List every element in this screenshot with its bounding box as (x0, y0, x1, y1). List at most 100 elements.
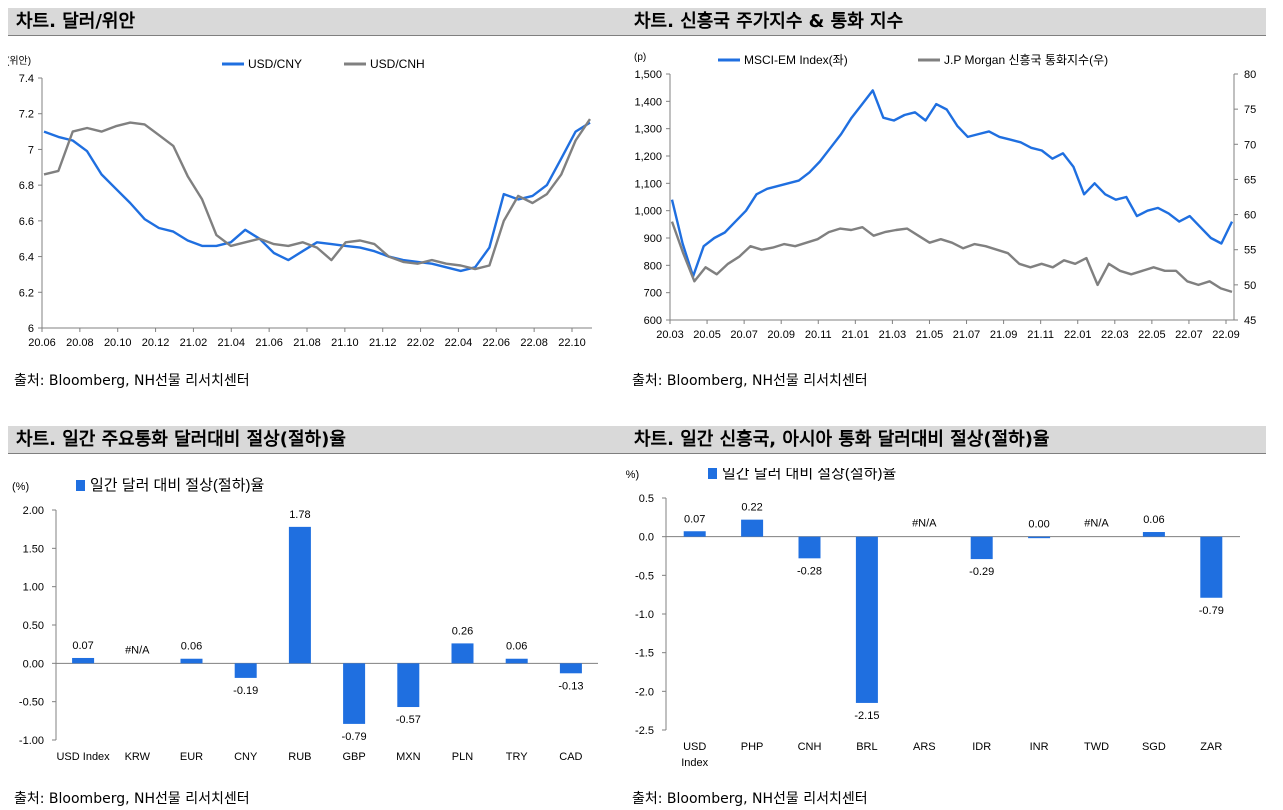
x-tick-label: 21.09 (990, 329, 1018, 341)
data-label: #N/A (125, 644, 150, 656)
x-category-label: RUB (288, 751, 311, 763)
y-tick-label: 1,300 (634, 124, 662, 136)
bar-php (741, 519, 764, 537)
data-label: -0.29 (969, 566, 994, 578)
bar-pln (451, 643, 474, 664)
chart-source: 출처: Bloomberg, NH선물 리서치센터 (14, 373, 250, 389)
panel-major-currencies: 차트. 일간 주요통화 달러대비 절상(절하)율 (%) 2.00 1.50 1.00… (8, 426, 648, 810)
y2-tick-label: 75 (1244, 104, 1256, 116)
x-tick-label: 21.07 (953, 329, 981, 341)
y-tick-label: -1.00 (19, 735, 44, 747)
y-tick-label: 6 (28, 323, 34, 335)
y-tick-label: 6.6 (19, 216, 34, 228)
x-category-label: INR (1030, 741, 1049, 753)
y2-tick-label: 80 (1244, 69, 1256, 81)
x-tick-label: 21.03 (879, 329, 907, 341)
legend-label: J.P Morgan 신흥국 통화지수(우) (944, 53, 1108, 67)
y-tick-label: 800 (644, 260, 662, 272)
legend-label: USD/CNY (248, 57, 302, 71)
data-label: -0.13 (558, 680, 583, 692)
y-tick-label: -1.0 (635, 609, 654, 621)
x-tick-label: 22.07 (1175, 329, 1203, 341)
x-tick-label: 20.07 (730, 329, 758, 341)
bar-zar (1200, 536, 1223, 598)
panel-title: 차트. 달러/위안 (8, 8, 636, 36)
x-category-label: ZAR (1200, 741, 1222, 753)
x-tick-label: 22.10 (558, 337, 586, 349)
bar-idr (970, 536, 993, 560)
data-label: 0.06 (1143, 514, 1164, 526)
y-tick-label: 1,500 (634, 69, 662, 81)
data-label: #N/A (1084, 518, 1109, 530)
bar-try (505, 658, 528, 664)
y-tick-label: 1,000 (634, 206, 662, 218)
data-label: #N/A (912, 518, 937, 530)
x-tick-label: 21.01 (842, 329, 870, 341)
x-tick-label: 20.09 (767, 329, 795, 341)
x-category-label: USD (683, 741, 706, 753)
bar-cad (559, 663, 582, 674)
y-tick-label: 1.00 (23, 582, 44, 594)
panel-title: 차트. 일간 신흥국, 아시아 통화 달러대비 절상(절하)율 (626, 426, 1266, 454)
line-chart-em-index: (p) 1,500 1,400 1,300 1,200 1,100 1,000 900 800 7… (634, 52, 1256, 341)
bar-eur (180, 658, 203, 664)
legend-label: 일간 달러 대비 절상(절하)율 (722, 468, 896, 482)
x-category-label: GBP (342, 751, 365, 763)
panel-usd-cny: 차트. 달러/위안 (위안) 7.4 7.2 7 6.8 6.6 6.4 6.2 6 20.06 2… (8, 8, 648, 400)
data-label: 1.78 (289, 509, 310, 521)
data-label: -0.57 (396, 714, 421, 726)
x-tick-label: 22.03 (1101, 329, 1129, 341)
x-category-label: CNY (234, 751, 258, 763)
data-label: -0.19 (233, 685, 258, 697)
x-tick-label: 20.05 (693, 329, 721, 341)
y-tick-label: -2.0 (635, 686, 654, 698)
bar-brl (855, 536, 878, 703)
x-tick-label: 20.03 (656, 329, 684, 341)
bar-sgd (1142, 532, 1165, 537)
y-tick-label: 7 (28, 144, 34, 156)
data-label: 0.22 (741, 502, 762, 514)
legend-label: MSCI-EM Index(좌) (744, 53, 848, 67)
y2-tick-label: 45 (1244, 315, 1256, 327)
y-tick-label: -1.5 (635, 648, 654, 660)
legend-label: USD/CNH (370, 57, 425, 71)
bar-inr (1028, 536, 1051, 539)
bar-usd-index (72, 657, 95, 664)
x-tick-label: 21.05 (916, 329, 944, 341)
x-tick-label: 21.12 (369, 337, 397, 349)
y-tick-label: -0.50 (19, 697, 44, 709)
data-label: -0.28 (797, 565, 822, 577)
data-label: -2.15 (854, 710, 879, 722)
y-tick-label: 7.2 (19, 109, 34, 121)
bar-chart-em-asia-currencies: (%)0.5 0.0 -0.5 -1.0 -1.5 -2.0 -2.5 일간 달러 대비 절상… (626, 468, 1240, 769)
x-tick-label: 20.08 (66, 337, 94, 349)
x-category-label: BRL (856, 741, 877, 753)
y-tick-label: 7.4 (19, 73, 34, 85)
series-line-0 (43, 121, 591, 273)
data-label: 0.07 (684, 513, 705, 525)
chart-source: 출처: Bloomberg, NH선물 리서치센터 (632, 373, 868, 389)
x-tick-label: 22.06 (483, 337, 511, 349)
x-tick-label: 20.11 (805, 329, 832, 341)
x-tick-label: 22.09 (1212, 329, 1240, 341)
bar-mxn (397, 663, 420, 708)
y-tick-label: 0.00 (23, 658, 44, 670)
bar-cny (234, 663, 257, 678)
y2-tick-label: 70 (1244, 139, 1256, 151)
panel-title: 차트. 신흥국 주가지수 & 통화 지수 (626, 8, 1266, 36)
x-category-label: KRW (125, 751, 151, 763)
y-tick-label: 700 (644, 288, 662, 300)
x-category-label: ARS (913, 741, 936, 753)
y2-tick-label: 50 (1244, 280, 1256, 292)
series-line-1 (670, 221, 1233, 294)
y-tick-label: 1,200 (634, 151, 662, 163)
data-label: 0.07 (72, 640, 93, 652)
panel-em-index: 차트. 신흥국 주가지수 & 통화 지수 (p) 1,500 1,400 1,300 1… (626, 8, 1266, 400)
x-category-label: EUR (180, 751, 203, 763)
y-tick-label: 1.50 (23, 543, 44, 555)
x-category-label: SGD (1142, 741, 1166, 753)
y2-tick-label: 60 (1244, 210, 1256, 222)
y-axis-unit: (p) (634, 52, 646, 63)
y2-tick-label: 65 (1244, 174, 1256, 186)
x-tick-label: 21.10 (331, 337, 359, 349)
